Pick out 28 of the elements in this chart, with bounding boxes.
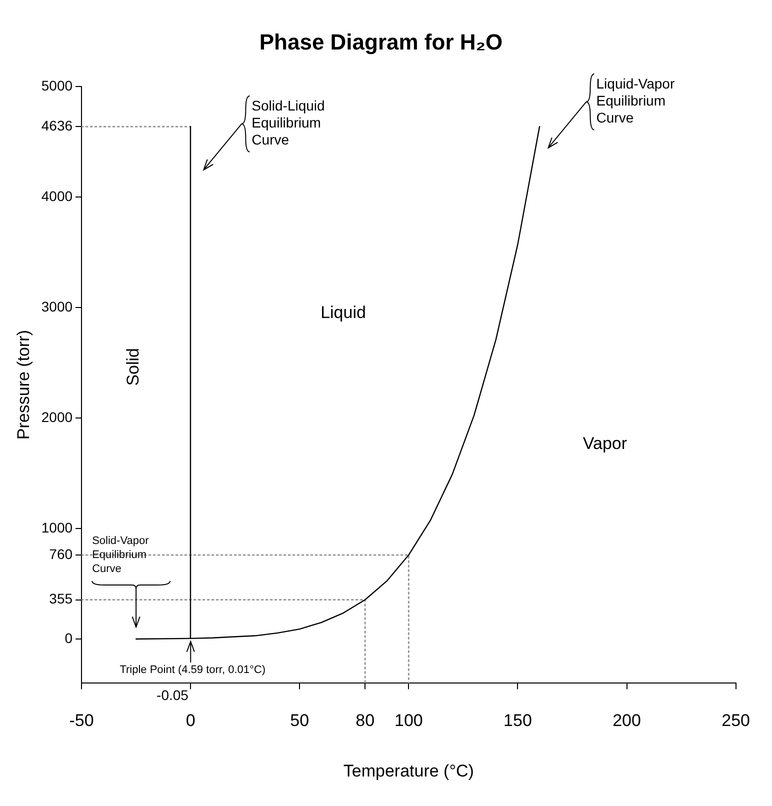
x-tick-label: 0: [186, 711, 196, 730]
y-tick-label: 2000: [41, 408, 73, 425]
annotation: Liquid: [320, 302, 366, 322]
text: -0.05: [156, 687, 189, 704]
y-tick-label: 5000: [41, 77, 73, 94]
x-tick-label: 100: [394, 711, 423, 730]
y-tick-label: 1000: [41, 519, 73, 536]
annotation: Solid: [124, 348, 143, 386]
x-tick-label: 200: [612, 711, 641, 730]
y-axis-title: Pressure (torr): [14, 330, 33, 440]
y-tick-label: 355: [49, 590, 73, 607]
x-tick-label: -50: [69, 711, 94, 730]
y-tick-label: 4000: [41, 188, 73, 204]
y-tick-label: 4636: [41, 117, 73, 134]
x-axis-title: Temperature (°C): [343, 761, 474, 780]
x-tick-label: 80: [356, 711, 375, 730]
x-tick-label: 50: [290, 711, 310, 730]
annotation: Solid-Liquid Equilibrium Curve: [252, 98, 325, 148]
annotation: Vapor: [582, 434, 628, 454]
annotation: Solid-Vapor Equilibrium Curve: [92, 535, 150, 576]
chart-title: Phase Diagram for H₂O: [259, 29, 503, 54]
y-tick-label: 0: [64, 630, 73, 646]
x-tick-label: 150: [504, 711, 532, 730]
annotation: Triple Point (4.59 torr, 0.01°C): [120, 664, 266, 676]
annotation: Liquid-Vapor Equilibrium Curve: [596, 76, 675, 126]
y-tick-label: 3000: [41, 298, 73, 314]
x-tick-label: 250: [722, 711, 750, 730]
y-tick-label: 760: [49, 546, 73, 562]
